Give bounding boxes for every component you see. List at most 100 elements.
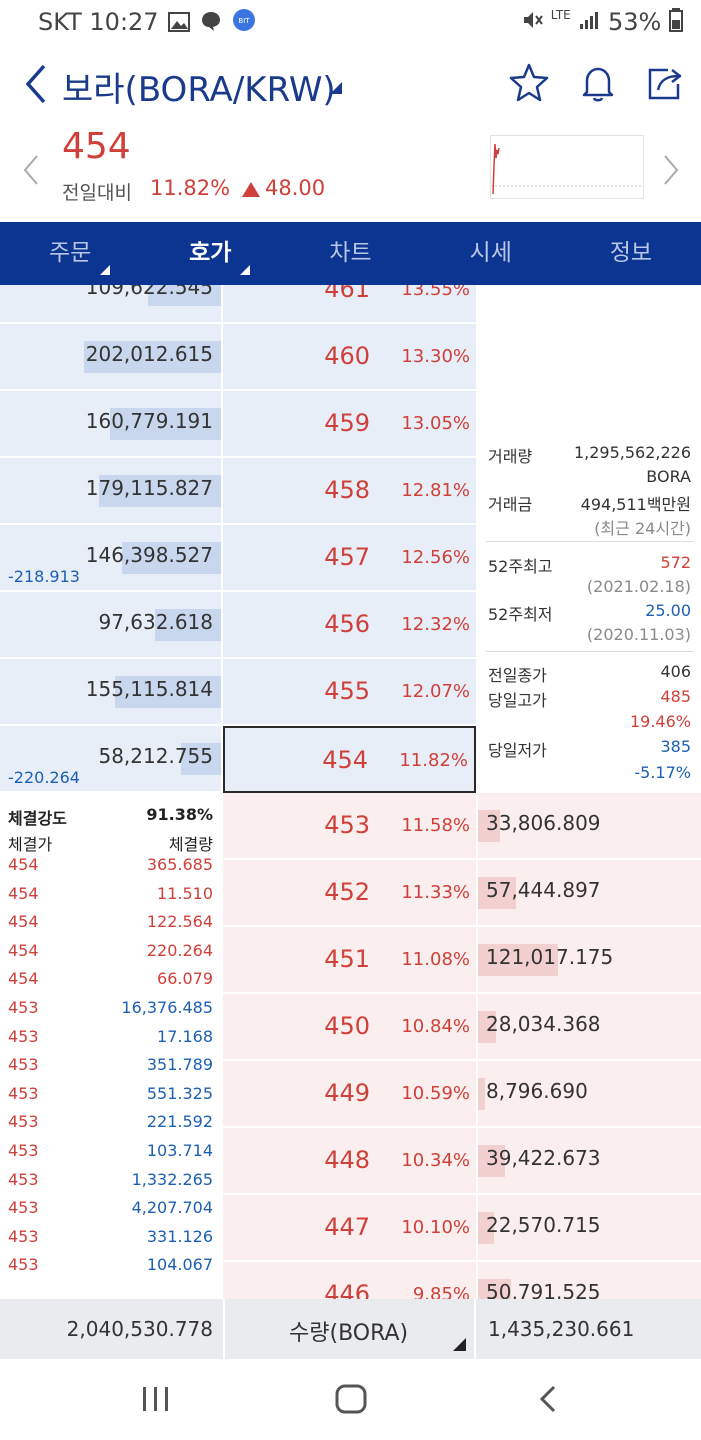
bid-qty-cell[interactable]: 8,796.690 <box>478 1061 701 1128</box>
battery-text: 53% <box>608 8 662 36</box>
trade-row: 453 16,376.485 <box>8 998 213 1027</box>
change-rate: 11.82% <box>150 176 231 200</box>
trade-price: 454 <box>8 912 39 932</box>
tab-label: 주문 <box>48 240 92 266</box>
battery-icon <box>669 8 683 38</box>
divider <box>486 651 693 652</box>
bid-volume-bar <box>478 810 500 842</box>
current-price-cell[interactable]: 454 11.82% <box>223 726 476 793</box>
tab-quotes[interactable]: 시세 <box>421 222 561 285</box>
tab-chart[interactable]: 차트 <box>280 222 420 285</box>
ask-qty-cell[interactable]: 155,115.814 <box>0 659 221 726</box>
bid-qty-cell[interactable]: 121,017.175 <box>478 927 701 994</box>
ask-price-cell[interactable]: 459 13.05% <box>223 391 476 458</box>
order-book-footer: 2,040,530.778 수량(BORA) 1,435,230.661 <box>0 1299 701 1359</box>
ask-qty: 202,012.615 <box>85 342 213 366</box>
trade-row: 454 66.079 <box>8 969 213 998</box>
bid-price: 450 <box>324 1012 370 1040</box>
bid-qty-cell[interactable]: 50,791.525 <box>478 1262 701 1299</box>
strength-label-text: 체결강도 <box>8 809 67 828</box>
ask-rate: 11.82% <box>399 750 468 771</box>
ask-volume-bar <box>181 743 221 775</box>
bid-price-cell[interactable]: 446 9.85% <box>223 1262 476 1299</box>
ask-qty: 179,115.827 <box>85 476 213 500</box>
trade-price: 454 <box>8 940 39 960</box>
tab-bar: 주문 호가 차트 시세 정보 <box>0 222 701 285</box>
trade-qty: 103.714 <box>146 1141 213 1160</box>
trade-row: 453 331.126 <box>8 1227 213 1256</box>
star-icon[interactable] <box>508 62 550 104</box>
bid-price-cell[interactable]: 450 10.84% <box>223 994 476 1061</box>
bell-icon[interactable] <box>577 62 619 104</box>
bid-qty-cell[interactable]: 22,570.715 <box>478 1195 701 1262</box>
bid-qty-cell[interactable]: 33,806.809 <box>478 793 701 860</box>
trade-qty: 365.685 <box>146 855 213 874</box>
trade-qty: 551.325 <box>146 1083 213 1103</box>
ask-qty-cell[interactable]: 179,115.827 <box>0 458 221 525</box>
ask-change: -220.264 <box>8 768 80 787</box>
bid-price-cell[interactable]: 449 10.59% <box>223 1061 476 1128</box>
bid-price: 449 <box>324 1079 370 1107</box>
trade-row: 453 1,332.265 <box>8 1170 213 1199</box>
back-nav-icon[interactable] <box>536 1383 560 1419</box>
ask-price: 456 <box>324 610 370 638</box>
home-icon[interactable] <box>334 1383 368 1419</box>
unit-selector[interactable]: 수량(BORA) <box>223 1299 476 1359</box>
tab-caret-icon <box>100 265 111 275</box>
ask-qty-cell[interactable]: 146,398.527 -218.913 <box>0 525 221 592</box>
bid-qty: 22,570.715 <box>486 1213 601 1237</box>
trade-row: 453 4,207.704 <box>8 1198 213 1227</box>
status-time: SKT 10:27 <box>38 8 159 36</box>
bid-price-cell[interactable]: 452 11.33% <box>223 860 476 927</box>
bid-price-cell[interactable]: 453 11.58% <box>223 793 476 860</box>
trade-price: 453 <box>8 1055 39 1075</box>
ask-price: 454 <box>322 746 368 774</box>
ask-qty-cell[interactable]: 160,779.191 <box>0 391 221 458</box>
ask-price-cell[interactable]: 460 13.30% <box>223 324 476 391</box>
bid-qty-cell[interactable]: 57,444.897 <box>478 860 701 927</box>
ask-price: 461 <box>324 285 370 303</box>
ask-qty-cell[interactable]: 202,012.615 <box>0 324 221 391</box>
ask-qty-cell[interactable]: 97,632.618 <box>0 592 221 659</box>
ask-price-cell[interactable]: 458 12.81% <box>223 458 476 525</box>
trade-row: 454 365.685 <box>8 855 213 884</box>
bid-qty: 39,422.673 <box>486 1146 601 1170</box>
chat-icon <box>200 10 222 38</box>
strength-label: 체결강도 <box>8 805 213 829</box>
tab-order[interactable]: 주문 <box>0 222 140 285</box>
bid-price-cell[interactable]: 451 11.08% <box>223 927 476 994</box>
bid-rate: 10.34% <box>401 1150 470 1171</box>
tab-caret-icon <box>240 265 251 275</box>
share-icon[interactable] <box>644 62 686 104</box>
bid-qty-cell[interactable]: 39,422.673 <box>478 1128 701 1195</box>
day-low-value: 385 <box>660 737 691 756</box>
page-title[interactable]: 보라(BORA/KRW) <box>62 70 336 110</box>
bid-price-cell[interactable]: 448 10.34% <box>223 1128 476 1195</box>
prev-icon[interactable] <box>20 152 42 192</box>
amount-note: (최근 24시간) <box>594 519 691 538</box>
tab-orderbook[interactable]: 호가 <box>140 222 280 285</box>
ask-volume-bar <box>122 542 221 574</box>
bid-rate: 10.84% <box>401 1016 470 1037</box>
ask-price-cell[interactable]: 461 13.55% <box>223 285 476 324</box>
tab-info[interactable]: 정보 <box>561 222 701 285</box>
ask-price-cell[interactable]: 456 12.32% <box>223 592 476 659</box>
ask-qty-cell[interactable]: 58,212.755 -220.264 <box>0 726 221 793</box>
mini-chart[interactable] <box>490 135 644 199</box>
trade-row: 453 104.067 <box>8 1255 213 1284</box>
low52-value: 25.00 <box>645 601 691 620</box>
bid-qty-cell[interactable]: 28,034.368 <box>478 994 701 1061</box>
bid-price-cell[interactable]: 447 10.10% <box>223 1195 476 1262</box>
ask-price-cell[interactable]: 457 12.56% <box>223 525 476 592</box>
next-icon[interactable] <box>660 152 682 192</box>
trade-qty: 122.564 <box>146 912 213 932</box>
status-bar: SKT 10:27 BIT LTE 53% <box>0 0 701 46</box>
trade-qty: 16,376.485 <box>121 998 213 1017</box>
recent-apps-icon[interactable] <box>140 1385 172 1417</box>
gallery-icon <box>168 10 190 38</box>
title-dropdown-icon[interactable] <box>330 82 342 94</box>
app-notification-icon: BIT <box>232 8 256 38</box>
ask-qty-cell[interactable]: 109,622.545 <box>0 285 221 324</box>
back-icon[interactable] <box>18 60 52 108</box>
ask-price-cell[interactable]: 455 12.07% <box>223 659 476 726</box>
